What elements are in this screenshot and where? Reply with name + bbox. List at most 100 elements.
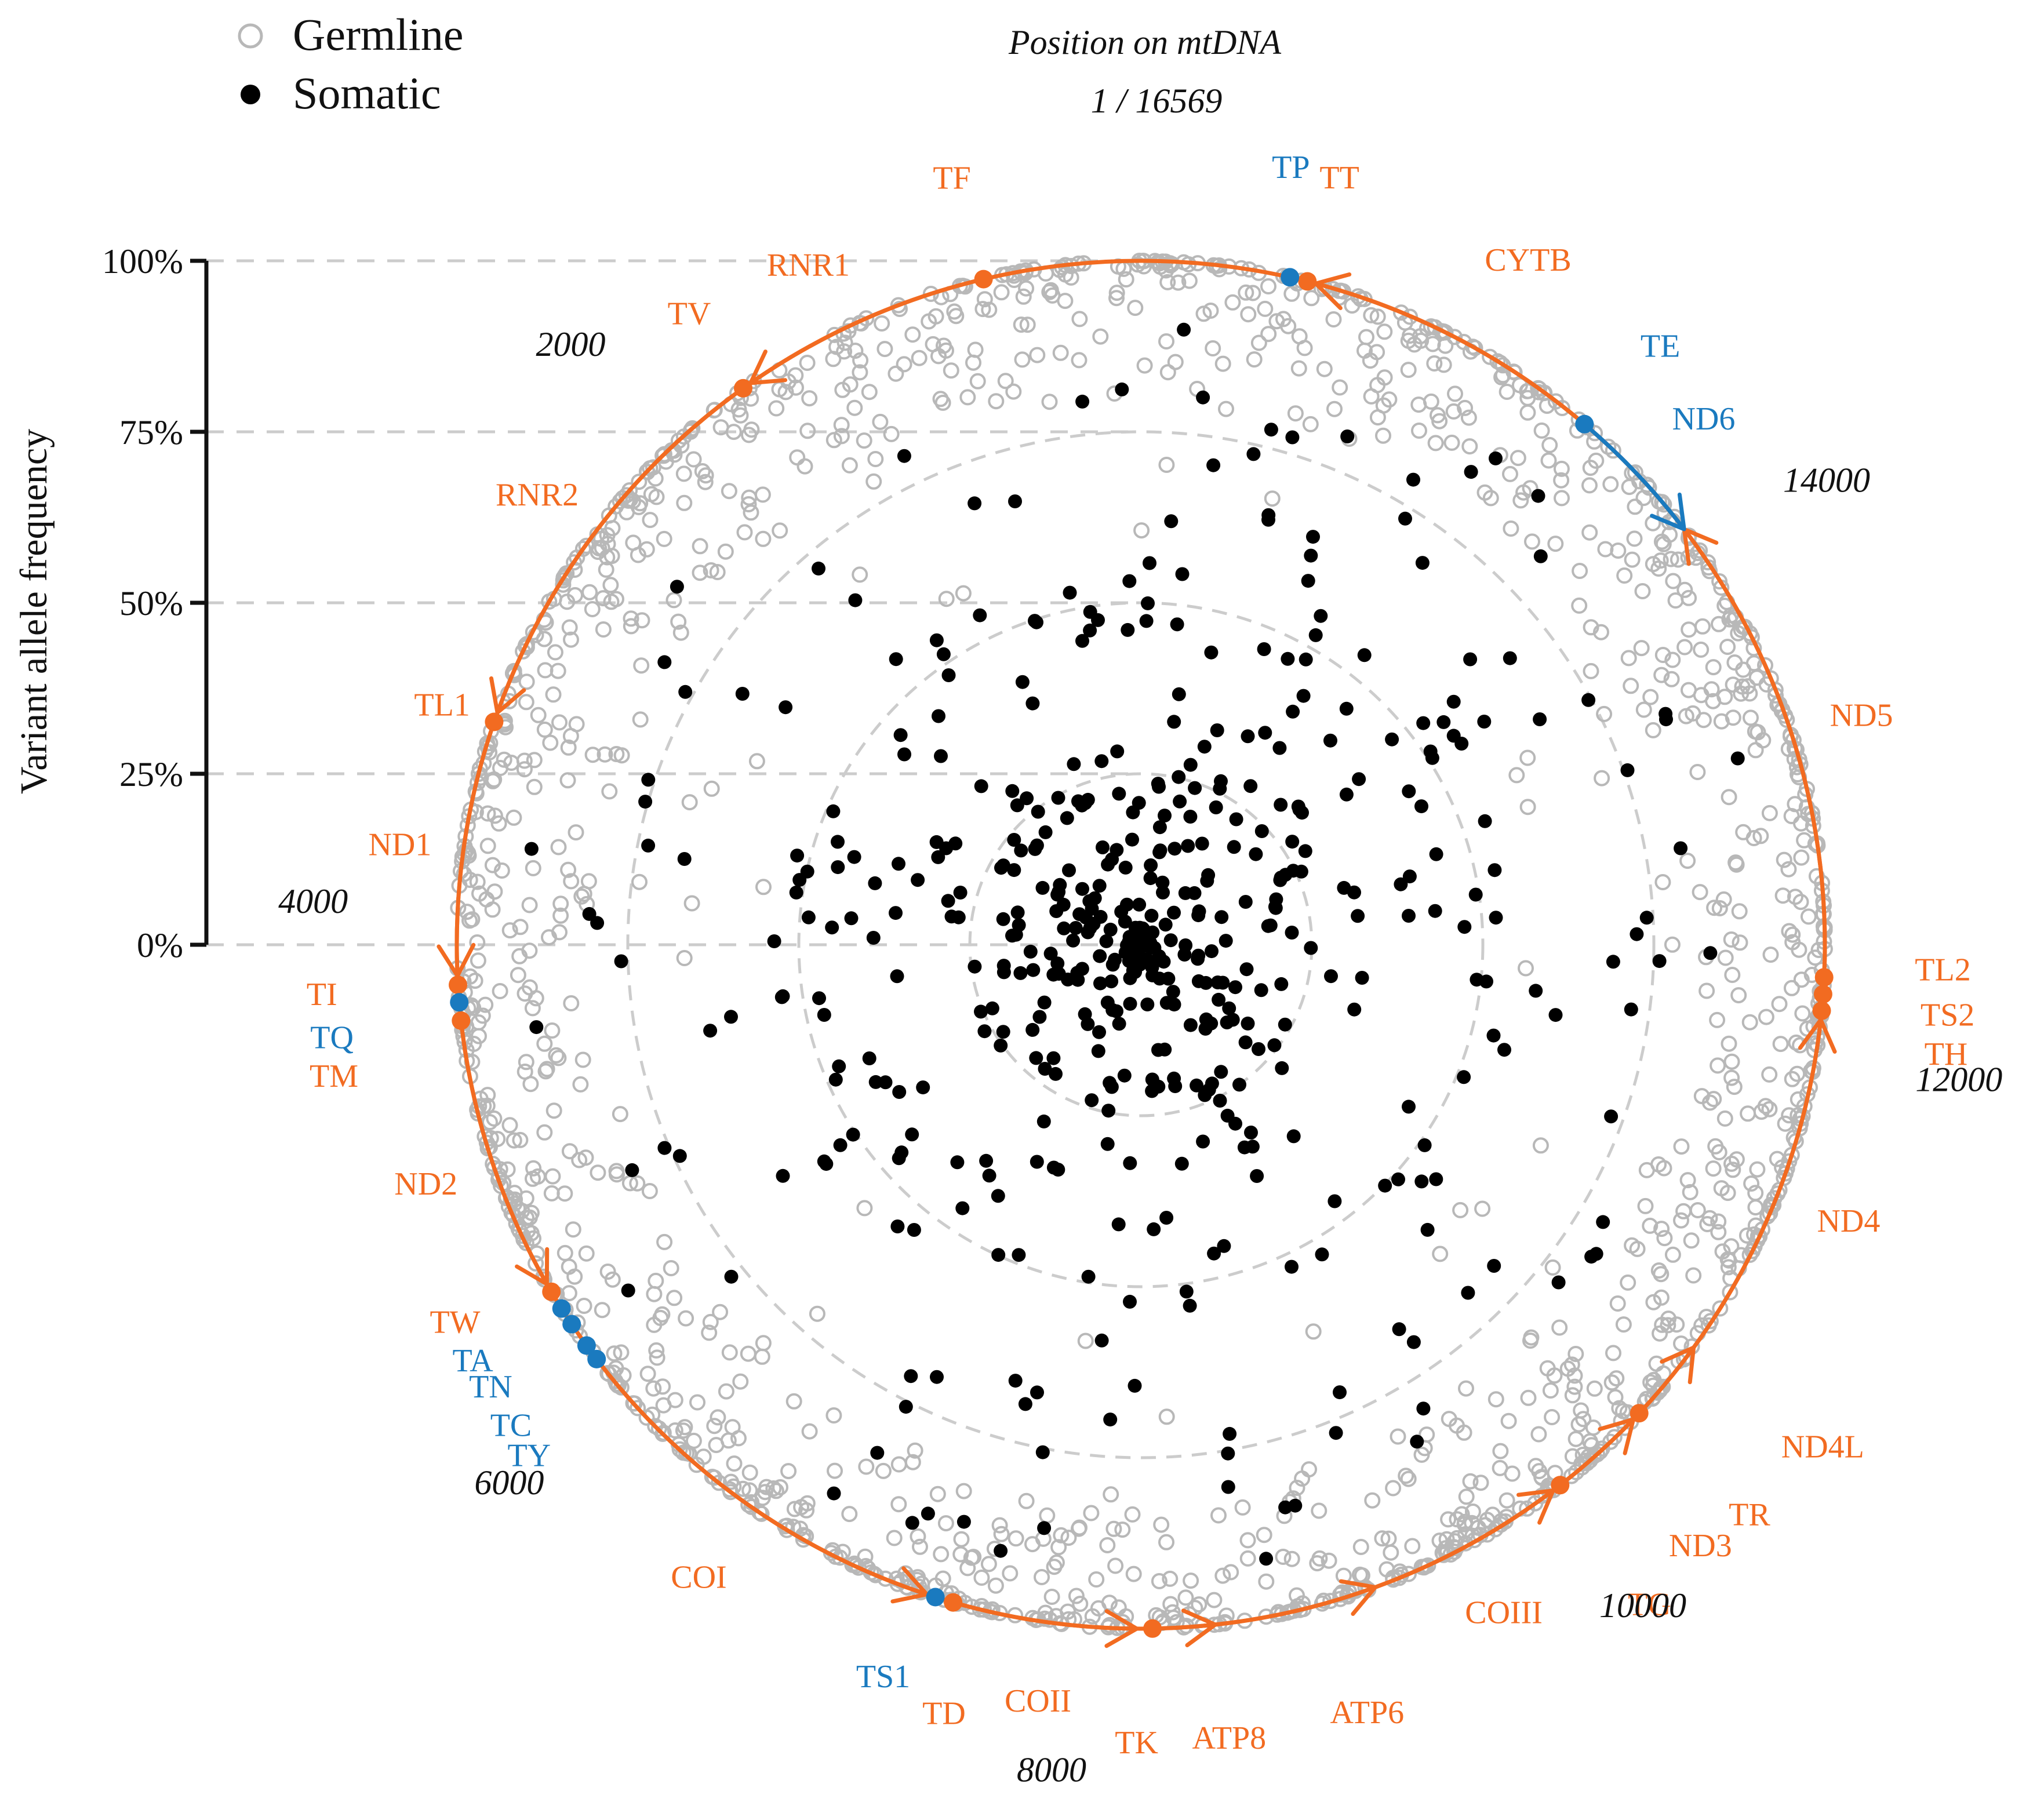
germline-point bbox=[486, 807, 503, 824]
somatic-point bbox=[936, 647, 951, 661]
legend-somatic-marker bbox=[241, 85, 260, 104]
somatic-point bbox=[844, 911, 859, 926]
germline-point bbox=[1435, 356, 1452, 373]
germline-point bbox=[1164, 1604, 1181, 1621]
germline-point bbox=[1072, 1596, 1089, 1612]
somatic-point bbox=[955, 1201, 970, 1215]
somatic-point bbox=[1730, 751, 1745, 766]
somatic-point bbox=[657, 1141, 672, 1155]
somatic-point bbox=[1118, 860, 1133, 875]
germline-point bbox=[842, 317, 859, 334]
germline-point bbox=[1642, 1217, 1659, 1234]
somatic-point bbox=[1639, 911, 1654, 925]
germline-point bbox=[630, 1400, 646, 1417]
germline-point bbox=[1256, 1527, 1272, 1543]
germline-point bbox=[1530, 1426, 1547, 1443]
germline-point bbox=[1158, 1534, 1174, 1550]
somatic-point bbox=[1267, 1038, 1282, 1053]
germline-point bbox=[1783, 808, 1800, 824]
germline-point bbox=[1287, 405, 1304, 422]
somatic-point bbox=[1406, 1335, 1421, 1349]
somatic-point bbox=[1031, 804, 1045, 819]
germline-point bbox=[1583, 619, 1599, 636]
germline-point bbox=[799, 355, 816, 371]
somatic-point bbox=[1029, 1051, 1043, 1065]
somatic-point bbox=[1101, 1104, 1116, 1118]
germline-point bbox=[1015, 288, 1032, 305]
germline-point bbox=[785, 1393, 802, 1410]
germline-point bbox=[846, 399, 863, 416]
trna-marker bbox=[1812, 1001, 1831, 1020]
germline-point bbox=[1477, 1517, 1494, 1534]
somatic-point bbox=[982, 1168, 996, 1183]
germline-point bbox=[1290, 360, 1307, 377]
germline-point bbox=[1053, 1527, 1070, 1543]
germline-point bbox=[1108, 285, 1125, 301]
somatic-point bbox=[1278, 1017, 1292, 1032]
somatic-point bbox=[1414, 799, 1428, 814]
germline-point bbox=[1762, 670, 1779, 687]
germline-point bbox=[1607, 1389, 1624, 1406]
somatic-point bbox=[1227, 840, 1241, 854]
germline-point bbox=[1014, 351, 1031, 368]
germline-point bbox=[1720, 1259, 1737, 1276]
somatic-point bbox=[1428, 904, 1442, 918]
germline-point bbox=[1754, 1221, 1770, 1238]
germline-point bbox=[1715, 891, 1732, 908]
germline-point bbox=[1731, 903, 1748, 920]
somatic-point bbox=[1329, 1426, 1343, 1440]
germline-point bbox=[580, 873, 597, 890]
germline-point bbox=[1608, 1370, 1625, 1387]
somatic-point bbox=[1237, 1140, 1252, 1155]
germline-point bbox=[921, 313, 937, 330]
germline-point bbox=[801, 390, 818, 407]
germline-point bbox=[530, 707, 547, 723]
germline-point bbox=[648, 1342, 665, 1359]
somatic-point bbox=[1051, 1163, 1065, 1177]
somatic-point bbox=[1198, 1088, 1212, 1102]
germline-point bbox=[1159, 364, 1176, 381]
germline-point bbox=[1008, 1530, 1024, 1547]
germline-point bbox=[1400, 332, 1417, 349]
germline-point bbox=[706, 402, 723, 418]
somatic-point bbox=[892, 857, 905, 871]
somatic-point bbox=[1281, 651, 1295, 666]
germline-point bbox=[1240, 306, 1257, 323]
germline-point bbox=[1487, 1391, 1504, 1408]
germline-point bbox=[929, 1486, 946, 1502]
germline-point bbox=[1725, 709, 1741, 726]
germline-point bbox=[1376, 323, 1393, 340]
trna-marker bbox=[452, 1011, 471, 1030]
germline-point bbox=[876, 341, 893, 358]
somatic-point bbox=[897, 747, 911, 762]
somatic-point bbox=[1425, 751, 1439, 765]
germline-point bbox=[755, 530, 772, 547]
gene-label: TG bbox=[1628, 1587, 1671, 1623]
germline-point bbox=[907, 1442, 923, 1459]
germline-point bbox=[1689, 764, 1706, 780]
germline-point bbox=[563, 873, 580, 890]
germline-point bbox=[852, 352, 869, 369]
somatic-point bbox=[1531, 489, 1545, 503]
somatic-point bbox=[974, 779, 988, 793]
somatic-point bbox=[1461, 1286, 1475, 1300]
germline-point bbox=[754, 486, 771, 503]
somatic-point bbox=[1463, 652, 1478, 667]
germline-point bbox=[890, 297, 907, 314]
somatic-point bbox=[1291, 799, 1305, 814]
somatic-point bbox=[1043, 946, 1058, 961]
somatic-point bbox=[1429, 1172, 1443, 1186]
somatic-point bbox=[1652, 954, 1667, 969]
somatic-point bbox=[1228, 980, 1242, 995]
germline-point bbox=[1635, 701, 1652, 718]
somatic-point bbox=[1093, 976, 1107, 991]
somatic-point bbox=[929, 633, 944, 647]
y-tick-label: 0% bbox=[137, 926, 183, 964]
gene-arrowhead bbox=[1650, 492, 1686, 531]
germline-point bbox=[1105, 1520, 1122, 1537]
germline-point bbox=[1034, 1569, 1050, 1585]
somatic-point bbox=[1241, 729, 1255, 744]
somatic-point bbox=[846, 1127, 860, 1142]
germline-point bbox=[1380, 1530, 1397, 1547]
germline-point bbox=[1068, 1588, 1085, 1604]
